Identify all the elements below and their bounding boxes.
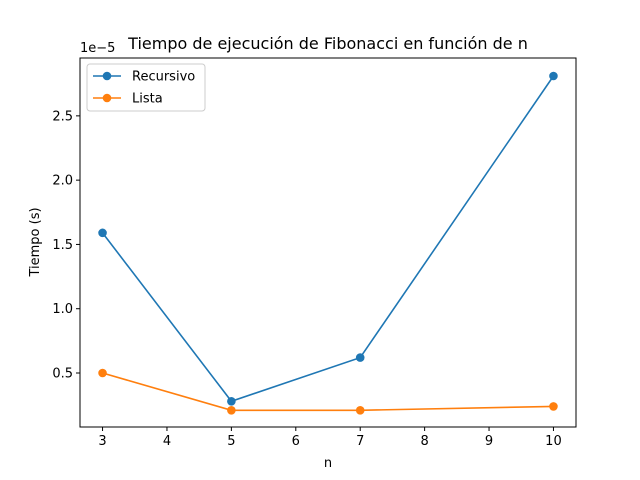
y-offset-label: 1e−5 xyxy=(80,41,115,56)
legend-marker-recursivo xyxy=(102,71,112,81)
data-point-lista xyxy=(227,405,236,415)
data-point-lista xyxy=(549,402,558,411)
x-tick-label: 4 xyxy=(163,434,171,449)
x-tick-label: 5 xyxy=(227,434,235,449)
data-point-recursivo xyxy=(98,228,107,238)
x-axis-label: n xyxy=(324,456,332,471)
data-point-recursivo xyxy=(549,71,558,81)
y-tick-label: 1.5 xyxy=(52,238,73,253)
legend: Recursivo Lista xyxy=(86,63,206,112)
x-tick-label: 10 xyxy=(545,434,562,449)
y-axis-label: Tiempo (s) xyxy=(28,207,43,277)
data-point-recursivo xyxy=(227,396,236,406)
y-tick-label: 2.5 xyxy=(52,109,73,124)
data-point-recursivo xyxy=(355,353,365,362)
plot-frame xyxy=(79,57,577,428)
x-tick-label: 6 xyxy=(292,434,300,449)
chart-title: Tiempo de ejecución de Fibonacci en func… xyxy=(127,34,528,53)
legend-label-lista: Lista xyxy=(132,92,163,107)
y-tick-label: 2.0 xyxy=(52,174,73,189)
x-tick-label: 8 xyxy=(420,434,428,449)
series-line-recursivo xyxy=(101,75,555,403)
legend-marker-lista xyxy=(102,93,112,103)
legend-label-recursivo: Recursivo xyxy=(132,70,195,85)
y-tick-label: 0.5 xyxy=(52,367,73,382)
series-line-lista xyxy=(102,372,554,412)
data-point-lista xyxy=(355,405,365,415)
x-tick-label: 7 xyxy=(356,434,364,449)
x-tick-label: 9 xyxy=(485,434,493,449)
y-tick-label: 1.0 xyxy=(52,302,73,317)
x-tick-label: 3 xyxy=(98,434,106,449)
data-point-lista xyxy=(98,368,107,378)
